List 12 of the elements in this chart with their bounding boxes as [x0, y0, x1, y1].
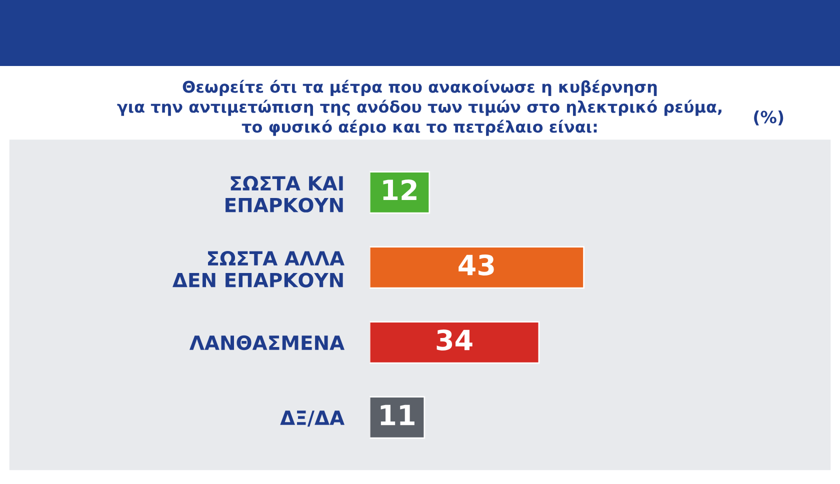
data-label: 34 — [436, 329, 472, 350]
data-label: 43 — [458, 254, 494, 276]
data-label: 12 — [383, 179, 416, 200]
bar — [370, 246, 584, 289]
y-tick-label: ΣΩΣΤΑ ΑΛΛΑ ΔΕΝ ΕΠΑΡΚΟΥΝ — [172, 250, 345, 288]
text: (%) — [754, 110, 784, 126]
bar — [370, 321, 540, 364]
chart-title: Θεωρείτε ότι τα μέτρα που ανακοίνωσε η κυβέρνηση για την αντιμετώπιση της ανόδου των τιμών στο ηλεκτρικό ρεύμα, το φυσικό αέριο και το πετρέλαιο είναι: — [117, 80, 722, 136]
data-label: 11 — [380, 404, 414, 426]
y-tick-label: ΛΑΝΘΑΣΜΕΝΑ — [190, 335, 345, 350]
y-tick-label: ΣΩΣΤΑ ΚΑΙ ΕΠΑΡΚΟΥΝ — [226, 176, 343, 212]
y-tick-label: ΔΞ/ΔΑ — [280, 410, 345, 427]
